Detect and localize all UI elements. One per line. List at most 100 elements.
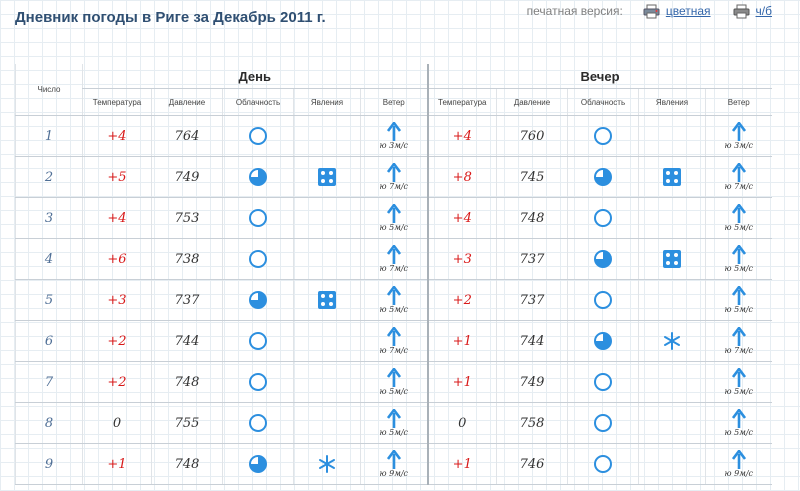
eve-wind-cell: ю 5м/с [705,197,772,239]
table-row: 3 +4 753 ю 5м/с +4 748 ю 5м/с [15,197,772,239]
wind-arrow-icon [731,286,746,305]
partly-cloudy-icon [249,291,267,310]
eve-cloudiness-cell [567,197,639,239]
day-wind-cell: ю 7м/с [359,238,428,280]
eve-temperature-cell: +1 [426,320,497,362]
eve-cloudiness-cell [567,238,639,280]
group-header-evening: Вечер [426,64,772,89]
day-wind-cell: ю 5м/с [359,402,428,444]
table-row: 6 +2 744 ю 7м/с +1 744 ю 7м/с [15,320,772,362]
eve-temperature-cell: +4 [426,115,497,157]
day-pressure-cell: 749 [151,156,223,198]
eve-phenomena-cell [638,197,706,239]
day-cloudiness-cell [222,279,294,321]
wind-arrow-icon [731,368,746,387]
wind-text: ю 5м/с [724,223,754,232]
table-body: 1 +4 764 ю 3м/с +4 760 ю 3м/с 2 +5 749 ю 7м/с +8 745… [15,115,772,485]
print-bw-link[interactable]: ч/б [755,4,772,18]
day-number-cell: 2 [15,156,83,198]
clear-icon [594,373,613,392]
day-phenomena-cell [293,320,361,362]
eve-temperature-cell: 0 [426,402,497,444]
eve-phenomena-cell [638,156,706,198]
eve-temperature-cell: +8 [426,156,497,198]
column-header-evening-phenomena: Явления [638,88,706,116]
day-number-cell: 9 [15,443,83,485]
clear-icon [594,414,613,433]
day-number-cell: 1 [15,115,83,157]
cloudy-icon [594,250,613,269]
eve-pressure-cell: 744 [496,320,568,362]
column-header-day-wind: Ветер [359,88,428,116]
wind-text: ю 5м/с [379,387,408,396]
clear-icon [249,414,267,433]
dice-icon [663,250,682,269]
wind-text: ю 3м/с [724,141,754,150]
wind-text: ю 5м/с [724,428,754,437]
column-header-evening-cloudiness: Облачность [567,88,639,116]
day-pressure-cell: 755 [151,402,223,444]
day-pressure-cell: 764 [151,115,223,157]
wind-text: ю 7м/с [724,346,754,355]
eve-wind-cell: ю 9м/с [705,443,772,485]
day-number-cell: 5 [15,279,83,321]
cloudy-icon [594,332,613,351]
day-phenomena-cell [293,443,361,485]
day-pressure-cell: 744 [151,320,223,362]
eve-phenomena-cell [638,279,706,321]
column-header-evening-pressure: Давление [496,88,568,116]
wind-text: ю 5м/с [724,387,754,396]
clear-icon [249,373,267,392]
wind-text: ю 9м/с [724,469,754,478]
wind-arrow-icon [386,122,401,141]
printer-bw-icon[interactable] [733,4,750,19]
eve-cloudiness-cell [567,156,639,198]
clear-icon [249,127,267,146]
day-phenomena-cell [293,361,361,403]
eve-wind-cell: ю 3м/с [705,115,772,157]
wind-arrow-icon [731,450,746,469]
eve-pressure-cell: 737 [496,238,568,280]
table-row: 4 +6 738 ю 7м/с +3 737 ю 5м/с [15,238,772,280]
wind-text: ю 5м/с [724,264,754,273]
wind-arrow-icon [386,204,401,223]
wind-arrow-icon [731,327,746,346]
snow-icon [319,455,335,474]
wind-arrow-icon [386,409,401,428]
day-pressure-cell: 753 [151,197,223,239]
day-temperature-cell: 0 [82,402,152,444]
dice-icon [318,291,336,310]
day-cloudiness-cell [222,197,294,239]
wind-text: ю 7м/с [379,264,408,273]
eve-pressure-cell: 748 [496,197,568,239]
column-header-day-number: Число [15,64,83,116]
eve-phenomena-cell [638,320,706,362]
clear-icon [249,332,267,351]
eve-cloudiness-cell [567,279,639,321]
day-phenomena-cell [293,402,361,444]
wind-text: ю 7м/с [379,346,408,355]
eve-phenomena-cell [638,115,706,157]
table-row: 9 +1 748 ю 9м/с +1 746 ю 9м/с [15,443,772,485]
wind-arrow-icon [386,368,401,387]
clear-icon [594,455,613,474]
wind-arrow-icon [386,163,401,182]
eve-wind-cell: ю 7м/с [705,320,772,362]
eve-pressure-cell: 745 [496,156,568,198]
printer-color-icon[interactable] [643,4,660,19]
day-temperature-cell: +2 [82,320,152,362]
eve-phenomena-cell [638,443,706,485]
column-header-evening-temperature: Температура [426,88,497,116]
day-number-cell: 8 [15,402,83,444]
day-wind-cell: ю 5м/с [359,197,428,239]
day-number-cell: 4 [15,238,83,280]
eve-pressure-cell: 758 [496,402,568,444]
day-wind-cell: ю 7м/с [359,320,428,362]
print-color-link[interactable]: цветная [665,4,711,18]
day-phenomena-cell [293,115,361,157]
eve-wind-cell: ю 5м/с [705,238,772,280]
day-number-cell: 3 [15,197,83,239]
wind-arrow-icon [386,245,401,264]
day-temperature-cell: +4 [82,115,152,157]
partly-cloudy-icon [249,168,267,187]
